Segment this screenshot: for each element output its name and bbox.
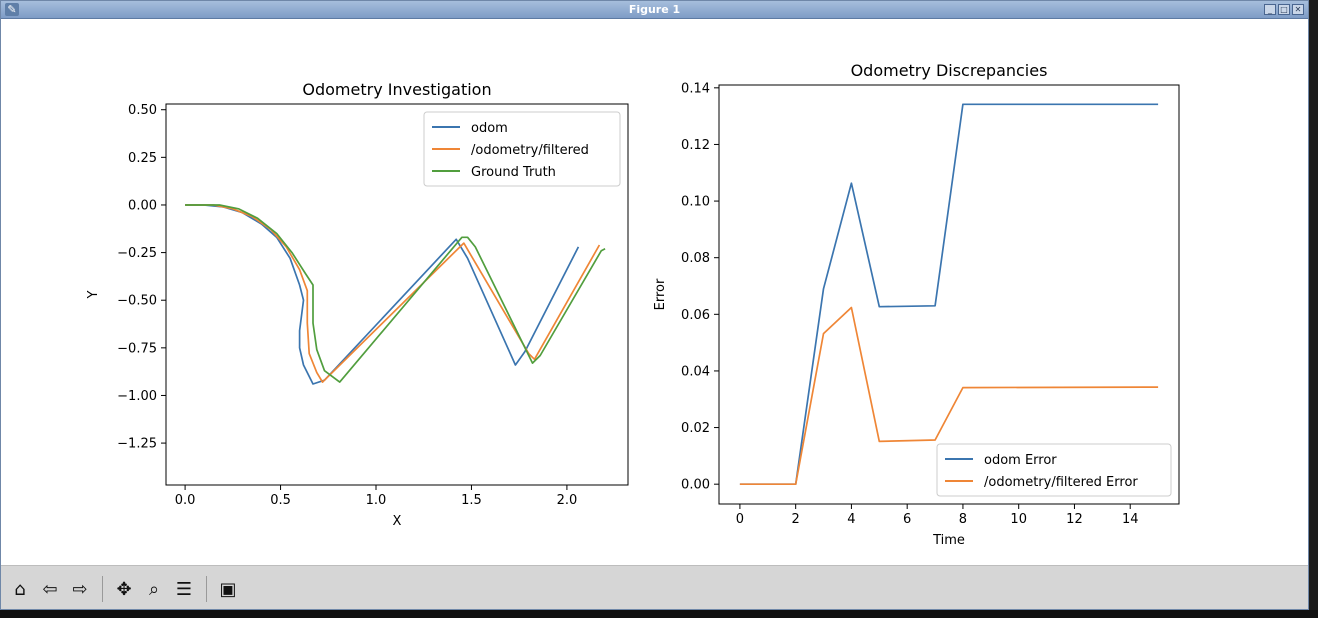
figure-canvas[interactable]: Odometry Investigation 0.0 0.5 1.0 1.5 2.0 0.5… — [1, 20, 1308, 565]
home-icon: ⌂ — [14, 578, 26, 600]
chart1-x-tick-label: 0.0 — [175, 493, 196, 508]
desktop-edge — [0, 610, 1318, 618]
chart2-x-tick-label: 12 — [1066, 512, 1083, 527]
chart2-x-tick-label: 14 — [1122, 512, 1139, 527]
toolbar-separator — [206, 576, 207, 602]
chart1-y-tick-label: 0.25 — [128, 151, 157, 166]
close-icon[interactable]: ✕ — [1292, 4, 1304, 15]
chart1-series-line-3 — [185, 204, 606, 383]
chart1-legend-box — [423, 111, 621, 187]
chart2-series-line-1 — [739, 103, 1159, 486]
chart1-series-line-2 — [185, 204, 601, 383]
chart2-x-tick-label: 10 — [1010, 512, 1027, 527]
magnifier-icon: ⌕ — [148, 578, 160, 600]
chart1-y-tick-label: 0.00 — [128, 198, 157, 213]
chart2-x-tick-label: 8 — [959, 512, 967, 527]
chart2-x-tick-label: 6 — [903, 512, 911, 527]
chart1-legend-label-2: /odometry/filtered — [471, 143, 589, 158]
pan-button[interactable]: ✥ — [111, 576, 137, 602]
app-icon: ✎ — [5, 3, 19, 16]
forward-button[interactable]: ⇨ — [67, 576, 93, 602]
navigation-toolbar: ⌂ ⇦ ⇨ ✥ ⌕ ☰ ▣ — [1, 565, 1308, 609]
chart2-y-tick-label: 0.10 — [681, 195, 710, 210]
back-button[interactable]: ⇦ — [37, 576, 63, 602]
chart2-legend-box — [936, 443, 1172, 497]
chart1-x-tick-label: 2.0 — [557, 493, 578, 508]
chart2-axes-frame — [718, 84, 1180, 505]
chart2-y-tick-label: 0.14 — [681, 81, 710, 96]
chart1-legend-label-1: odom — [471, 121, 508, 136]
chart2-x-tick-label: 2 — [792, 512, 800, 527]
chart1-y-axis-label: Y — [86, 290, 101, 299]
chart1-y-tick-label: −1.00 — [117, 389, 157, 404]
window-controls: _ □ ✕ — [1264, 4, 1304, 15]
chart2-x-axis-label: Time — [932, 533, 965, 548]
figure-svg: Odometry Investigation 0.0 0.5 1.0 1.5 2.0 0.5… — [86, 61, 1180, 548]
chart1-title: Odometry Investigation — [302, 80, 491, 99]
zoom-button[interactable]: ⌕ — [141, 576, 167, 602]
chart1-x-axis-label: X — [393, 514, 402, 529]
chart2-y-tick-label: 0.12 — [681, 138, 710, 153]
arrow-right-icon: ⇨ — [72, 578, 88, 600]
chart1-legend-label-3: Ground Truth — [471, 165, 556, 180]
chart2-x-tick-label: 0 — [736, 512, 744, 527]
chart2-y-tick-label: 0.04 — [681, 364, 710, 379]
chart1-y-tick-label: −0.50 — [117, 294, 157, 309]
chart1-y-tick-label: 0.50 — [128, 103, 157, 118]
chart2-legend-label-1: odom Error — [984, 453, 1057, 468]
chart2-y-tick-label: 0.00 — [681, 478, 710, 493]
home-button[interactable]: ⌂ — [7, 576, 33, 602]
window-title: Figure 1 — [628, 3, 681, 16]
chart2-x-tick-label: 4 — [847, 512, 855, 527]
chart2-series-line-2 — [739, 306, 1159, 486]
chart1-y-tick-label: −0.25 — [117, 246, 157, 261]
floppy-disk-icon: ▣ — [219, 578, 237, 600]
chart2-y-tick-label: 0.08 — [681, 251, 710, 266]
minimize-icon[interactable]: _ — [1264, 4, 1276, 15]
toolbar-separator — [102, 576, 103, 602]
chart1-x-tick-label: 1.5 — [461, 493, 482, 508]
chart2-legend-label-2: /odometry/filtered Error — [984, 475, 1138, 490]
arrow-left-icon: ⇦ — [42, 578, 58, 600]
chart1-x-tick-label: 1.0 — [366, 493, 387, 508]
save-button[interactable]: ▣ — [215, 576, 241, 602]
chart2-y-tick-label: 0.06 — [681, 308, 710, 323]
sliders-icon: ☰ — [175, 578, 193, 600]
chart2-title: Odometry Discrepancies — [851, 61, 1048, 80]
title-bar[interactable]: ✎ Figure 1 _ □ ✕ — [1, 1, 1308, 19]
chart1-y-tick-label: −0.75 — [117, 341, 157, 356]
chart2-y-axis-label: Error — [653, 278, 668, 310]
configure-subplots-button[interactable]: ☰ — [171, 576, 197, 602]
chart2-y-tick-label: 0.02 — [681, 421, 710, 436]
move-icon: ✥ — [116, 578, 132, 600]
chart1-x-tick-label: 0.5 — [270, 493, 291, 508]
chart1-y-tick-label: −1.25 — [117, 437, 157, 452]
maximize-icon[interactable]: □ — [1278, 4, 1290, 15]
